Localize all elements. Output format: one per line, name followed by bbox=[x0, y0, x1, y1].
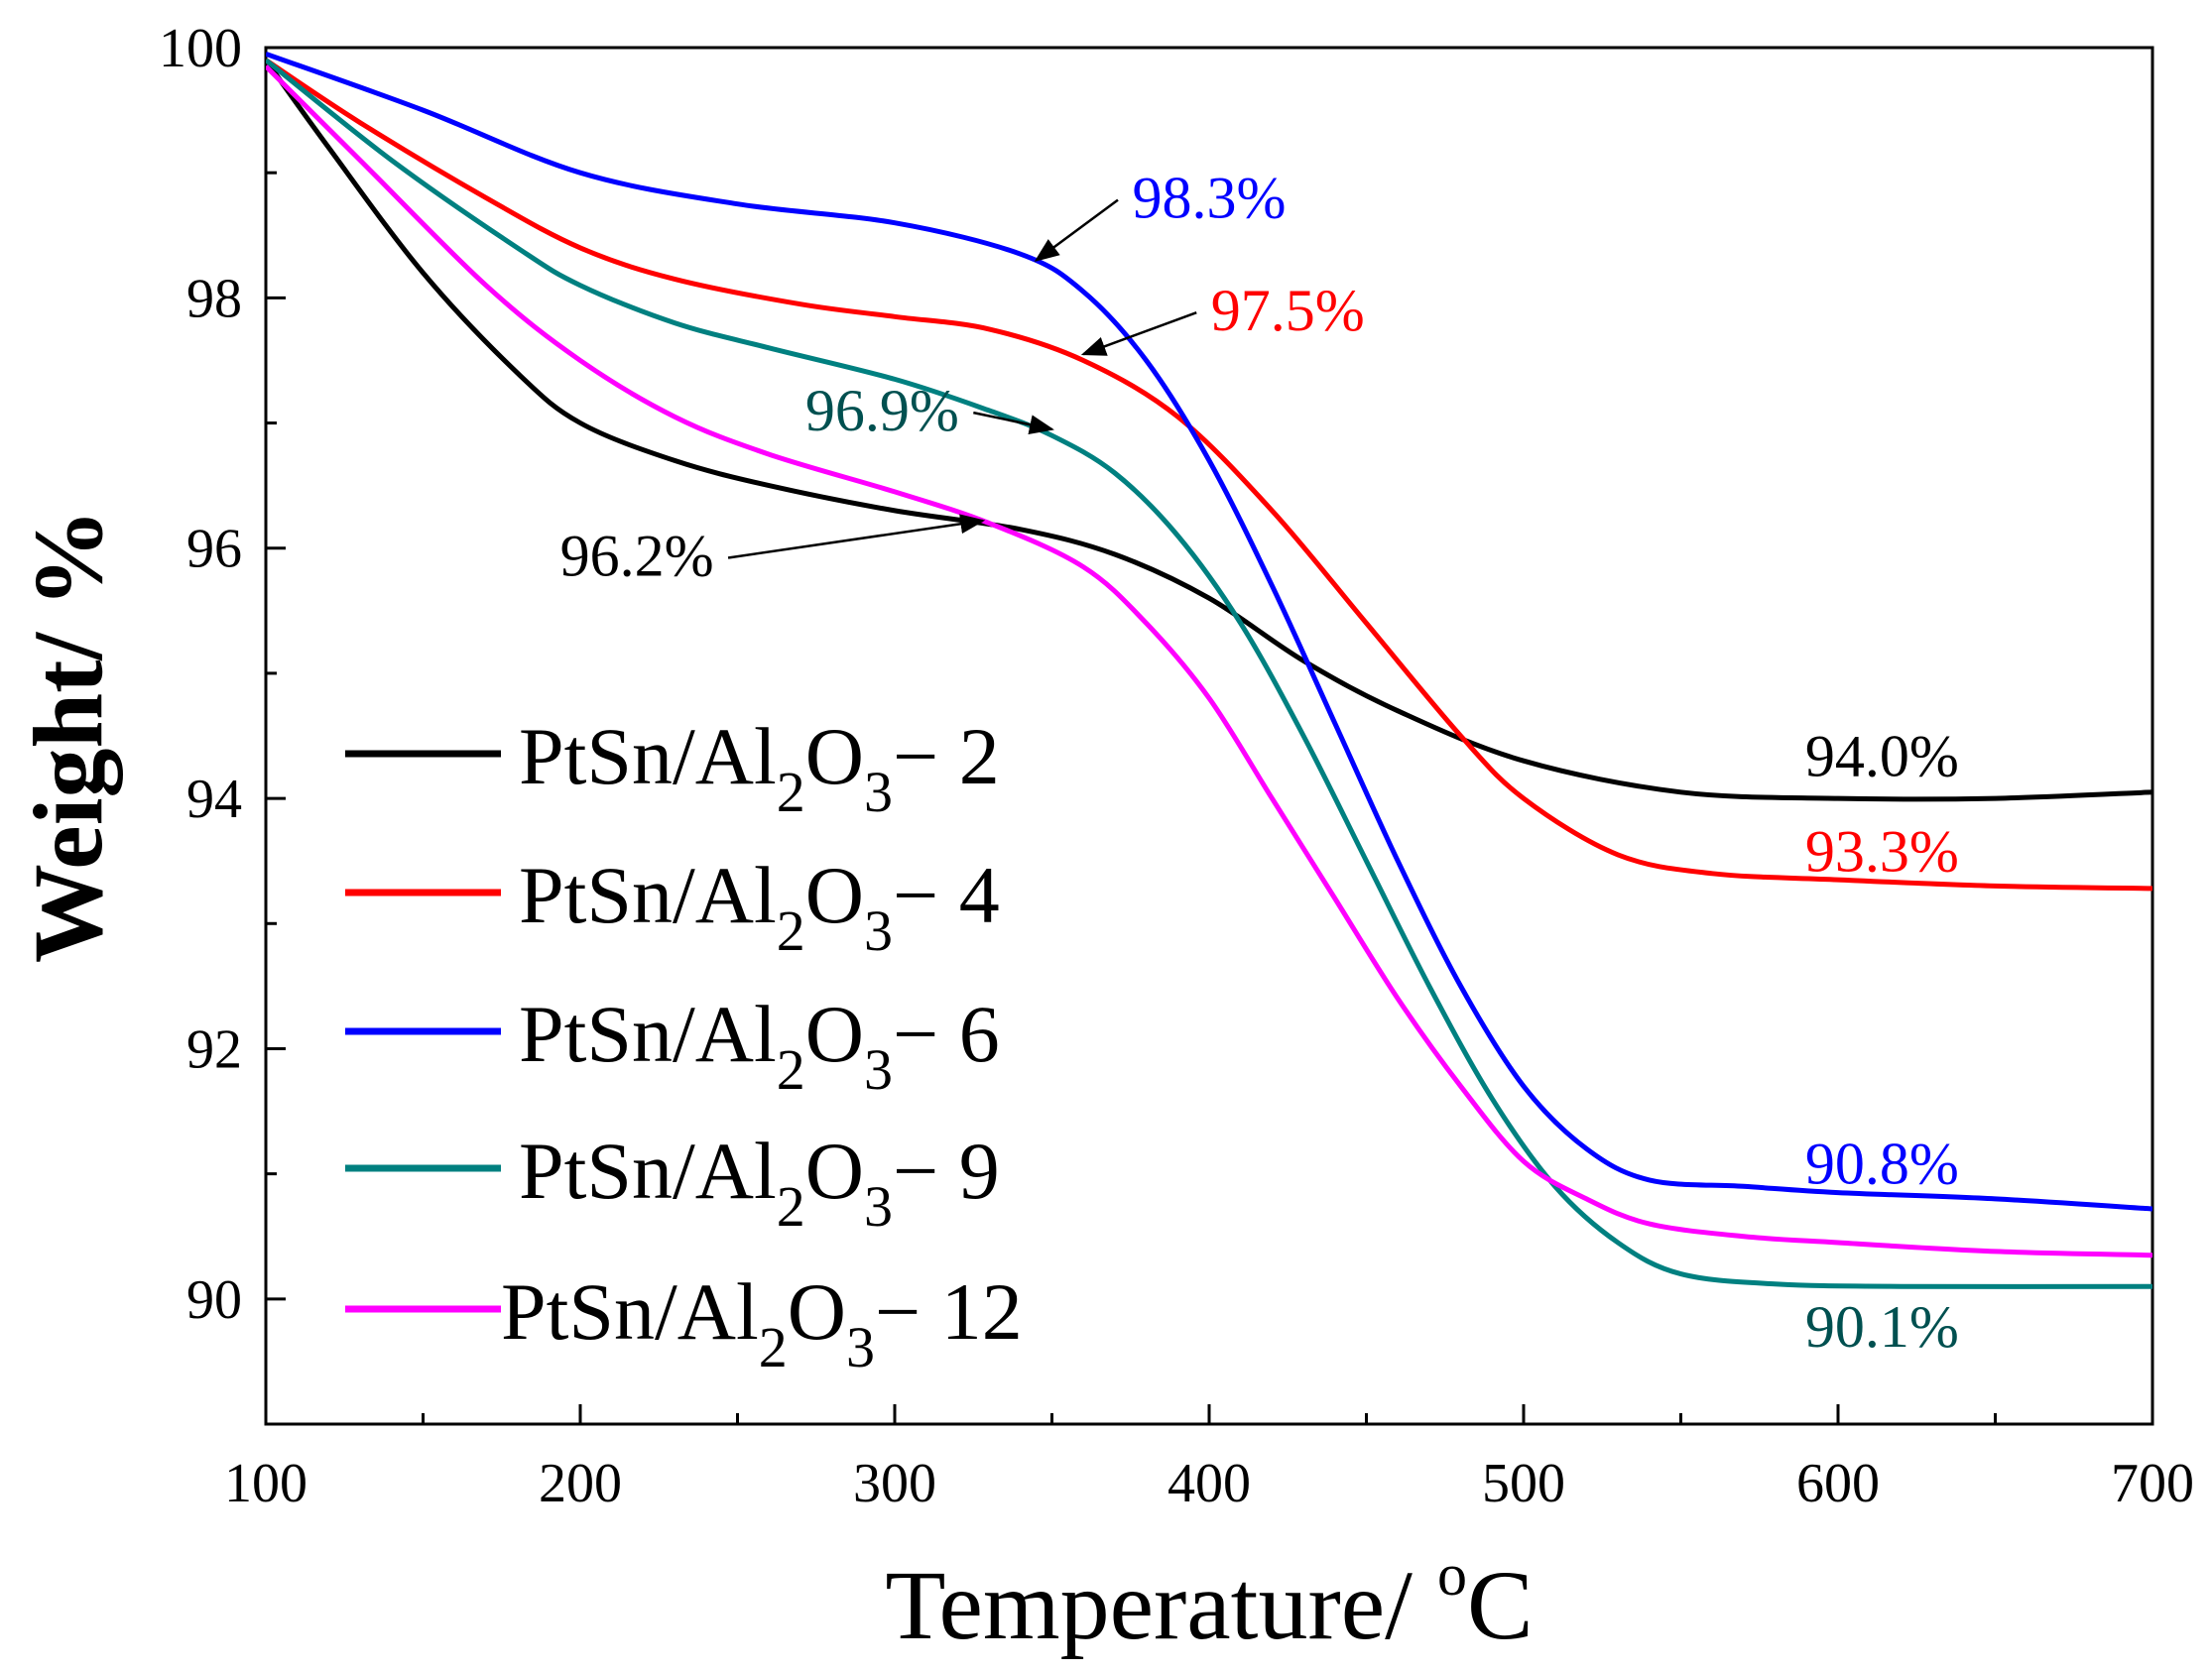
legend-item-9: PtSn/Al2O3− 9 bbox=[345, 1126, 1000, 1239]
x-tick-label: 500 bbox=[1482, 1453, 1565, 1514]
annotation-label: 98.3% bbox=[1133, 166, 1287, 231]
y-tick-label: 96 bbox=[186, 519, 242, 580]
series-line-12 bbox=[266, 64, 2152, 1258]
legend: PtSn/Al2O3− 2 PtSn/Al2O3− 4 PtSn/Al2O3− 6 P… bbox=[345, 711, 1023, 1379]
y-tick-label: 100 bbox=[159, 18, 242, 79]
annotation-label: 93.3% bbox=[1805, 818, 1959, 884]
x-tick-label: 300 bbox=[853, 1453, 936, 1514]
series-line-6 bbox=[266, 51, 2152, 1212]
series-line-4 bbox=[266, 58, 2152, 892]
annotation-arrow bbox=[1034, 198, 1119, 262]
legend-item-2: PtSn/Al2O3− 2 bbox=[345, 711, 1000, 824]
legend-label: PtSn/Al2O3− 9 bbox=[519, 1126, 1000, 1239]
legend-item-12: PtSn/Al2O3− 12 bbox=[345, 1266, 1023, 1379]
legend-item-4: PtSn/Al2O3− 4 bbox=[345, 850, 1000, 963]
annotation-label: 90.8% bbox=[1805, 1132, 1959, 1197]
y-tick-label: 98 bbox=[186, 268, 242, 329]
series-lines bbox=[266, 51, 2152, 1289]
annotations: 98.3% 97.5% 96.9% 96.2% 94.0% 93.3% 90.8% 90.1% bbox=[560, 166, 1959, 1360]
annotation-label: 90.1% bbox=[1805, 1294, 1959, 1360]
y-tick-label: 94 bbox=[186, 769, 242, 830]
annotation-label: 96.2% bbox=[560, 523, 714, 588]
annotation-arrow bbox=[973, 411, 1054, 434]
x-tick-label: 700 bbox=[2111, 1453, 2194, 1514]
x-tick-label: 100 bbox=[224, 1453, 307, 1514]
annotation-label: 94.0% bbox=[1805, 723, 1959, 788]
series-line-9 bbox=[266, 58, 2152, 1289]
y-axis-title: Weight/ % bbox=[13, 509, 123, 963]
annotation-arrow bbox=[1080, 310, 1197, 356]
legend-item-6: PtSn/Al2O3− 6 bbox=[345, 989, 1000, 1102]
annotation-arrow bbox=[727, 514, 986, 559]
x-tick-label: 200 bbox=[539, 1453, 622, 1514]
legend-label: PtSn/Al2O3− 4 bbox=[519, 850, 1000, 963]
y-tick-label: 92 bbox=[186, 1018, 242, 1080]
legend-label: PtSn/Al2O3− 6 bbox=[519, 989, 1000, 1102]
axes: 100 200 300 400 500 600 700 90 92 94 96 98 100 Temper… bbox=[13, 18, 2194, 1660]
x-tick-label: 400 bbox=[1167, 1453, 1251, 1514]
legend-label: PtSn/Al2O3− 12 bbox=[501, 1266, 1023, 1379]
series-line-2 bbox=[266, 59, 2152, 802]
annotation-label: 97.5% bbox=[1211, 278, 1365, 343]
y-tick-label: 90 bbox=[186, 1269, 242, 1331]
x-tick-label: 600 bbox=[1796, 1453, 1880, 1514]
annotation-label: 96.9% bbox=[805, 378, 959, 443]
legend-label: PtSn/Al2O3− 2 bbox=[519, 711, 1000, 824]
x-axis-title: Temperature/ oC bbox=[885, 1542, 1533, 1660]
